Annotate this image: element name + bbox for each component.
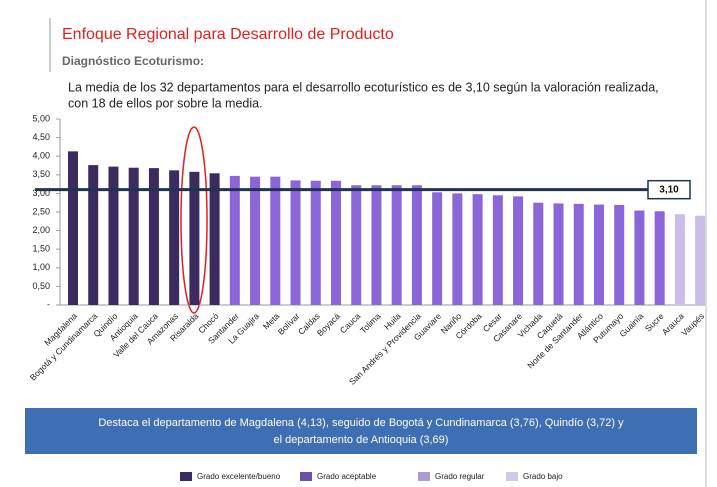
bar bbox=[189, 171, 200, 305]
bar bbox=[553, 203, 564, 305]
bar bbox=[573, 203, 584, 305]
bar bbox=[391, 185, 402, 305]
y-tick-label: 1,50 bbox=[32, 244, 50, 254]
legend-label: Grado bajo bbox=[523, 472, 563, 481]
bar bbox=[634, 210, 645, 305]
mean-label: 3,10 bbox=[659, 184, 679, 195]
y-tick-label: 1,00 bbox=[32, 262, 50, 272]
bar bbox=[148, 168, 159, 305]
bar bbox=[614, 204, 625, 305]
y-tick-label: 4,00 bbox=[32, 151, 50, 161]
bar bbox=[695, 215, 706, 305]
bar bbox=[330, 180, 341, 305]
legend-label: Grado aceptable bbox=[317, 472, 377, 481]
bar bbox=[371, 185, 382, 305]
mean-label-box bbox=[647, 179, 691, 200]
bar bbox=[674, 214, 685, 305]
x-tick-label: Vaupés bbox=[679, 311, 706, 338]
bar bbox=[209, 173, 220, 305]
y-tick-label: 4,50 bbox=[32, 132, 50, 142]
description-line: La media de los 32 departamentos para el… bbox=[68, 80, 659, 94]
bar bbox=[432, 192, 443, 305]
y-tick-label: 5,00 bbox=[32, 113, 50, 123]
y-tick-label: 3,00 bbox=[32, 188, 50, 198]
x-tick-label: Tolima bbox=[358, 311, 383, 336]
y-tick-label: 0,50 bbox=[32, 281, 50, 291]
bar bbox=[310, 180, 321, 305]
footer-banner bbox=[25, 408, 697, 454]
highlight-ellipse bbox=[180, 126, 208, 314]
bar bbox=[452, 193, 463, 305]
bar bbox=[270, 176, 281, 305]
bar bbox=[351, 185, 362, 305]
bar bbox=[88, 165, 99, 305]
y-tick-label: 3,50 bbox=[32, 169, 50, 179]
bar bbox=[229, 175, 240, 305]
bar bbox=[513, 196, 524, 305]
footer-line: el departamento de Antioquia (3,69) bbox=[274, 434, 449, 446]
legend-swatch bbox=[506, 472, 518, 481]
bar bbox=[533, 202, 544, 305]
y-tick-label: 2,00 bbox=[32, 225, 50, 235]
bar bbox=[492, 195, 503, 305]
bar bbox=[654, 211, 665, 305]
bar bbox=[290, 180, 301, 305]
legend-swatch bbox=[418, 472, 430, 481]
bar bbox=[472, 194, 483, 305]
legend-label: Grado regular bbox=[435, 472, 485, 481]
y-tick-label: - bbox=[47, 299, 50, 309]
x-tick-label: Cauca bbox=[338, 311, 363, 336]
legend-swatch bbox=[300, 472, 312, 481]
bar bbox=[250, 176, 261, 305]
bar bbox=[128, 167, 139, 305]
legend-label: Grado excelente/bueno bbox=[197, 472, 281, 481]
bar bbox=[169, 170, 180, 305]
footer-line: Destaca el departamento de Magdalena (4,… bbox=[98, 417, 624, 429]
subtitle: Diagnóstico Ecoturismo: bbox=[62, 54, 204, 68]
bar bbox=[593, 204, 604, 305]
bar bbox=[411, 185, 422, 305]
x-tick-label: Boyacá bbox=[315, 311, 342, 338]
chart-title: Enfoque Regional para Desarrollo de Prod… bbox=[62, 26, 394, 43]
bar bbox=[108, 166, 119, 305]
bar bbox=[68, 151, 78, 305]
y-tick-label: 2,50 bbox=[32, 206, 50, 216]
description-line: con 18 de ellos por sobre la media. bbox=[68, 96, 263, 110]
legend-swatch bbox=[180, 472, 192, 481]
